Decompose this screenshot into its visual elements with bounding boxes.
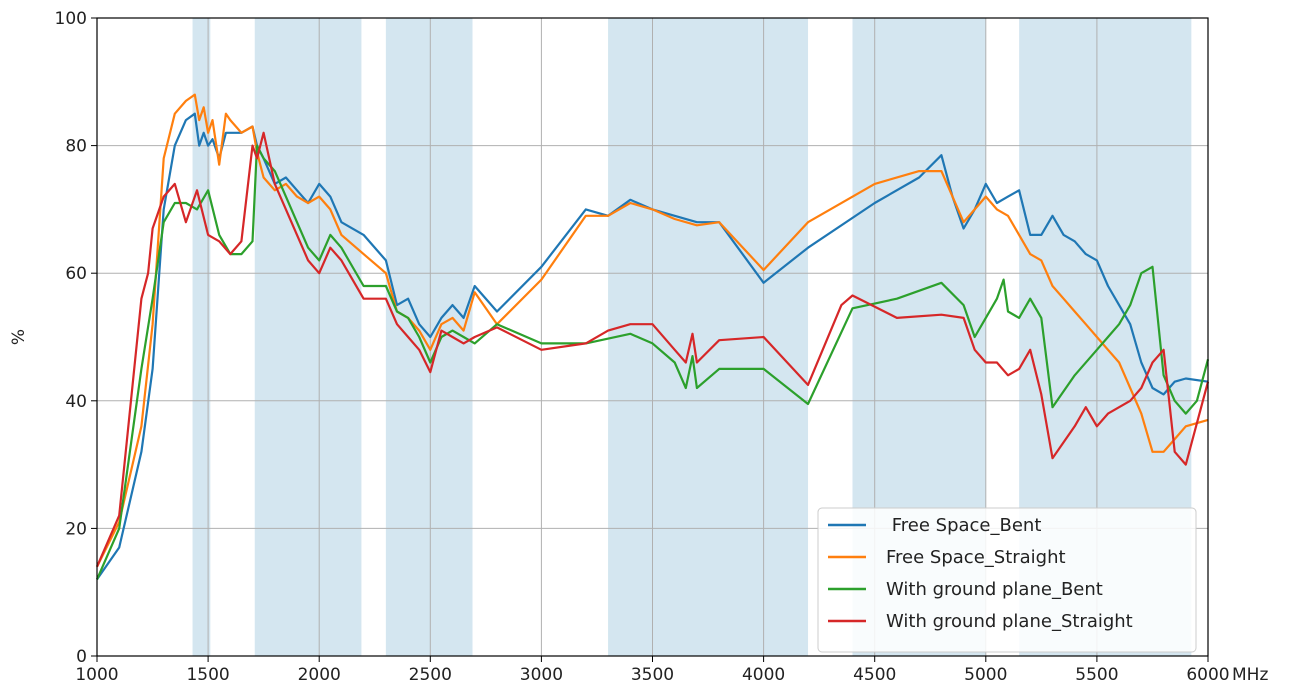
legend: Free Space_Bent Free Space_Straight With g… xyxy=(817,507,1197,653)
shaded-band xyxy=(254,18,362,656)
series-lines xyxy=(95,93,1210,581)
y-tick-label: 60 xyxy=(65,264,87,284)
series-line xyxy=(95,131,1210,568)
axis-ticks: 1000 1500 2000 2500 3000 3500 4000 4500 5000 5500… xyxy=(55,9,1269,685)
x-tick-label: 5000 xyxy=(964,665,1007,685)
y-tick-label: 40 xyxy=(65,392,87,412)
x-tick-label: 5500 xyxy=(1075,665,1118,685)
x-tick-label: 2500 xyxy=(409,665,452,685)
y-tick-label: 80 xyxy=(65,137,87,157)
shaded-band xyxy=(608,18,809,656)
y-tick-label: 100 xyxy=(55,9,87,29)
legend-label: Free Space_Bent xyxy=(886,515,1041,536)
legend-label: Free Space_Straight xyxy=(886,547,1066,568)
legend-label: With ground plane_Bent xyxy=(886,579,1103,600)
x-tick-label: 6000 xyxy=(1186,665,1229,685)
x-tick-label: 4000 xyxy=(742,665,785,685)
legend-box xyxy=(817,507,1197,653)
x-unit-label: MHz xyxy=(1232,665,1268,685)
x-tick-label: 2000 xyxy=(298,665,341,685)
x-tick-label: 1000 xyxy=(75,665,118,685)
shaded-band xyxy=(192,18,211,656)
x-tick-label: 3000 xyxy=(520,665,563,685)
legend-label: With ground plane_Straight xyxy=(886,611,1133,632)
y-tick-label: 20 xyxy=(65,519,87,539)
x-tick-label: 1500 xyxy=(186,665,229,685)
y-tick-label: 0 xyxy=(76,647,87,667)
x-tick-label: 3500 xyxy=(631,665,674,685)
y-axis-label: % xyxy=(9,329,29,345)
x-tick-label: 4500 xyxy=(853,665,896,685)
